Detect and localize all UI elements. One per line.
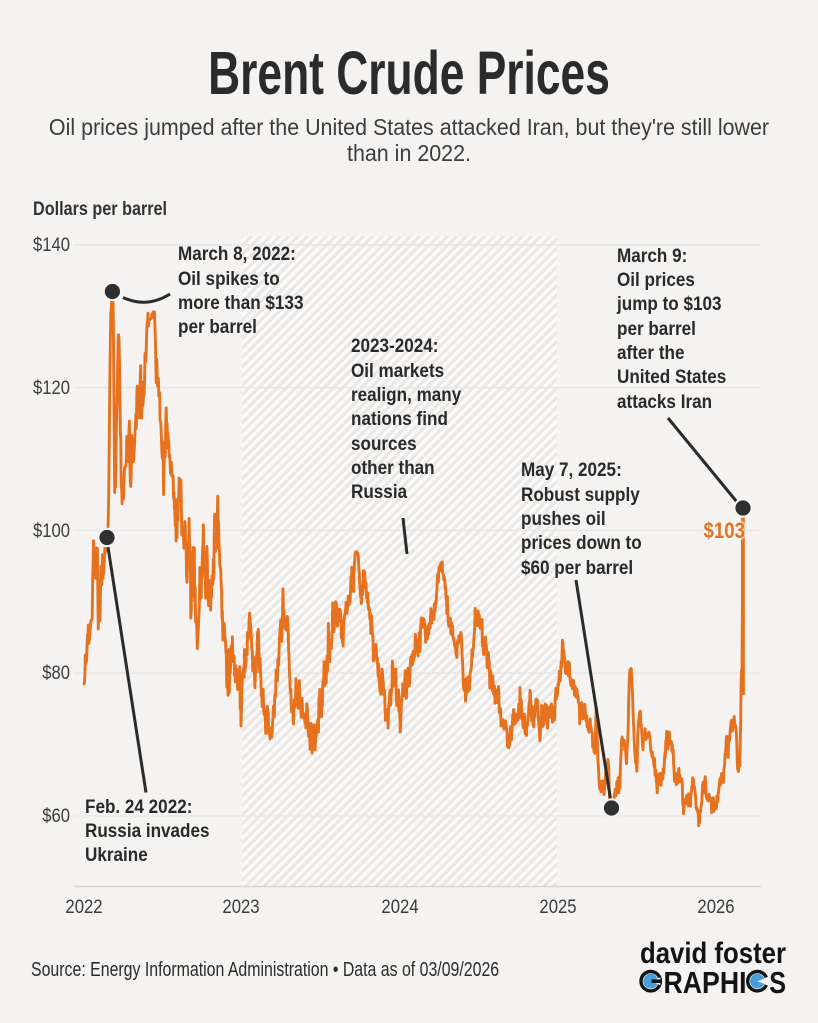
svg-text:RAPHI: RAPHI [664, 965, 747, 1000]
svg-text:S: S [769, 965, 786, 1000]
svg-text:david foster: david foster [640, 937, 786, 970]
